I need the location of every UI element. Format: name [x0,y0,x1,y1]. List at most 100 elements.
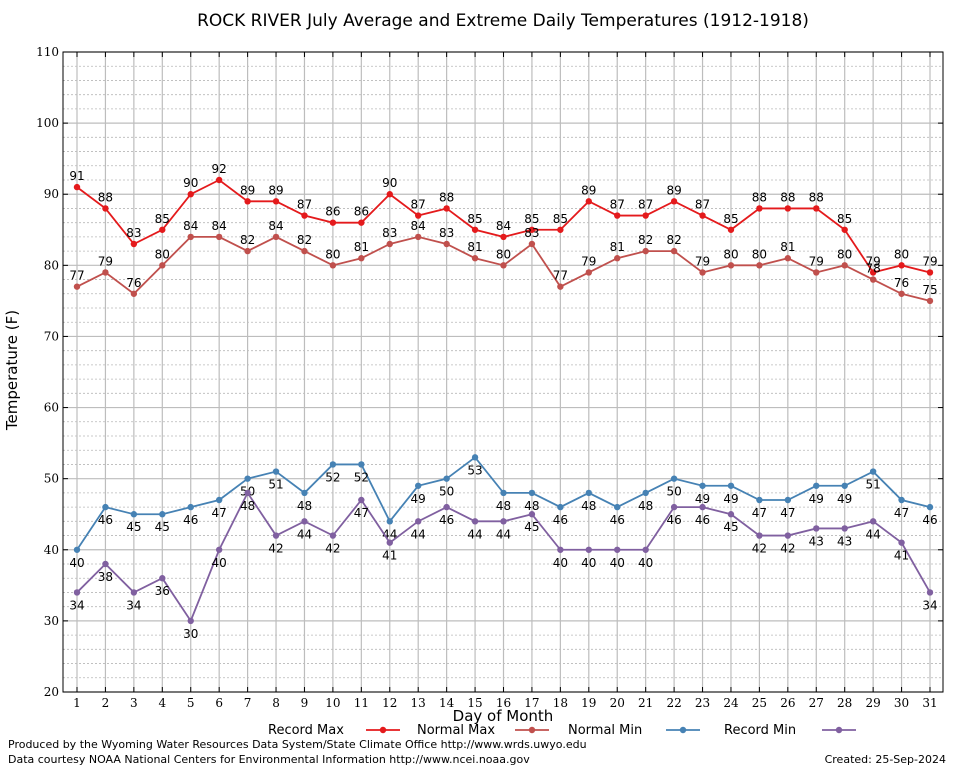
x-tick-label: 25 [752,696,767,710]
record-max-data-label: 87 [297,198,312,212]
normal-max-data-label: 81 [780,240,795,254]
normal-min-data-label: 46 [610,513,625,527]
x-tick-label: 28 [837,696,852,710]
normal-min-data-label: 52 [354,470,369,484]
normal-min-point [869,468,877,475]
normal-min-point [557,503,564,511]
record-max-data-label: 83 [126,226,141,240]
normal-max-data-label: 82 [297,233,312,247]
normal-max-data-label: 81 [610,240,625,254]
record-min-data-label: 44 [411,527,426,541]
record-max-point [443,205,450,212]
record-min-point [415,518,422,525]
legend-swatch-marker [379,726,387,734]
record-max-data-label: 88 [809,190,824,204]
x-axis-label: Day of Month [453,707,554,725]
normal-min-point [301,489,308,497]
legend-label: Normal Max [417,723,495,738]
normal-min-point [272,468,280,475]
normal-max-point [187,233,194,241]
normal-min-data-label: 40 [69,556,84,570]
x-tick-label: 9 [301,696,309,710]
normal-max-data-label: 84 [268,219,283,233]
normal-max-data-label: 84 [411,219,426,233]
normal-min-point [159,511,166,518]
normal-max-point [272,233,280,241]
normal-max-point [102,269,109,276]
legend-label: Record Max [268,723,344,738]
normal-max-point [898,290,905,297]
record-min-data-label: 34 [126,598,141,612]
record-max-point [528,226,536,233]
record-max-point [756,205,763,212]
normal-min-point [130,511,138,518]
record-min-data-label: 44 [297,527,312,541]
y-tick-label: 110 [36,45,59,59]
normal-min-data-label: 49 [411,492,426,506]
normal-min-data-label: 49 [723,492,738,506]
record-max-point [585,198,592,205]
record-max-data-label: 84 [496,219,511,233]
normal-max-data-label: 84 [183,219,198,233]
x-tick-label: 8 [272,696,280,710]
normal-min-data-label: 48 [524,499,539,513]
record-max-data-label: 87 [638,198,653,212]
legend: Record Max Normal Max Normal Min Record Min [268,723,856,738]
normal-min-point [784,496,792,504]
x-tick-label: 11 [354,696,369,710]
record-min-point [756,532,763,539]
normal-max-point [813,269,820,276]
record-max-point [642,212,649,219]
normal-min-data-label: 46 [553,513,568,527]
normal-min-point [898,496,905,504]
normal-max-point [756,262,763,269]
record-min-point [841,525,848,532]
normal-max-data-label: 80 [752,247,767,261]
record-min-data-label: 40 [638,556,653,570]
record-min-data-label: 46 [666,513,681,527]
normal-max-data-label: 79 [809,254,824,268]
normal-max-data-label: 75 [922,283,937,297]
record-min-point [386,539,393,546]
normal-max-point [642,247,649,255]
normal-max-point [727,262,735,269]
normal-min-point [699,482,706,489]
y-tick-label: 70 [44,329,59,343]
record-min-data-label: 34 [922,598,937,612]
record-min-data-label: 46 [439,513,454,527]
x-tick-label: 29 [865,696,880,710]
record-max-data-label: 85 [524,212,539,226]
x-tick-label: 15 [467,696,482,710]
series-record-min: 34 38 34 36 30 40 48 42 44 42 47 41 44 46 44 44 45 40 40 40… [69,489,938,641]
normal-max-point [528,240,536,248]
record-min-data-label: 48 [240,499,255,513]
record-min-data-label: 45 [524,520,539,534]
normal-max-data-label: 83 [439,226,454,240]
normal-min-point [841,482,848,489]
normal-min-data-label: 53 [467,463,482,477]
normal-max-data-label: 79 [98,254,113,268]
normal-min-data-label: 49 [695,492,710,506]
record-min-point [187,617,194,625]
chart-title: ROCK RIVER July Average and Extreme Dail… [197,11,809,31]
record-min-data-label: 42 [780,542,795,556]
x-tick-label: 1 [73,696,81,710]
legend-swatch-marker [679,726,687,734]
normal-max-data-label: 76 [126,276,141,290]
record-max-point [784,205,792,212]
record-max-point [159,226,166,233]
normal-min-point [358,461,365,468]
record-max-data-label: 85 [837,212,852,226]
record-min-data-label: 44 [467,527,482,541]
y-tick-label: 80 [44,258,59,272]
normal-min-point [187,503,194,511]
normal-min-data-label: 48 [297,499,312,513]
record-min-point [159,575,166,582]
record-max-point [727,226,735,233]
normal-max-data-label: 77 [69,269,84,283]
normal-min-data-label: 49 [809,492,824,506]
normal-max-point [841,262,848,269]
normal-max-data-label: 80 [723,247,738,261]
